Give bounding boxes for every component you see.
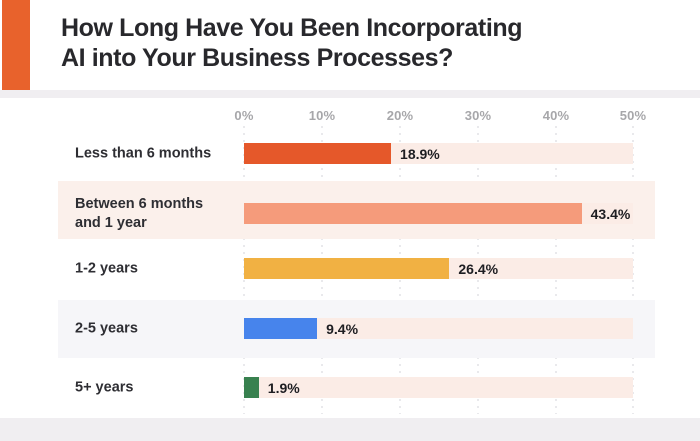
bar xyxy=(244,203,582,224)
header-divider xyxy=(0,90,700,98)
header: How Long Have You Been Incorporating AI … xyxy=(0,0,700,90)
category-label: 5+ years xyxy=(75,379,134,395)
bar xyxy=(244,258,450,279)
category-label: Less than 6 months xyxy=(75,145,212,161)
bar xyxy=(244,318,318,339)
bar-row: 2-5 years 9.4% xyxy=(0,318,700,339)
bar-row: 5+ years 1.9% xyxy=(0,377,700,398)
x-axis-tick-label: 40% xyxy=(542,108,570,123)
x-axis-tick-label: 10% xyxy=(308,108,336,123)
title-line-2: AI into Your Business Processes? xyxy=(61,44,453,72)
bar-row: 1-2 years 26.4% xyxy=(0,258,700,279)
accent-bar xyxy=(2,0,30,90)
bar-value-label: 1.9% xyxy=(267,379,300,396)
bar-track: 1.9% xyxy=(244,377,633,398)
bar-row: Between 6 months and 1 year 43.4% xyxy=(0,196,700,231)
footer-strip xyxy=(0,418,700,441)
bar-track: 26.4% xyxy=(244,258,633,279)
bar-value-label: 43.4% xyxy=(590,205,631,222)
x-axis-tick-label: 30% xyxy=(464,108,492,123)
x-axis-tick-label: 20% xyxy=(386,108,414,123)
category-label: 2-5 years xyxy=(75,320,138,336)
gridline xyxy=(632,126,634,414)
page-title: How Long Have You Been Incorporating AI … xyxy=(61,13,523,73)
bar-value-label: 18.9% xyxy=(400,145,440,162)
category-label: 1-2 years xyxy=(75,260,138,276)
bar-track: 18.9% xyxy=(244,143,633,164)
bar xyxy=(244,377,259,398)
x-axis-tick-label: 50% xyxy=(619,108,647,123)
x-axis-tick-label: 0% xyxy=(234,108,254,123)
bar-track: 43.4% xyxy=(244,203,633,224)
bar-row: Less than 6 months 18.9% xyxy=(0,143,700,164)
title-line-1: How Long Have You Been Incorporating xyxy=(61,14,523,42)
bar-value-label: 9.4% xyxy=(326,320,359,337)
bar-track: 9.4% xyxy=(244,318,633,339)
bar-value-label: 26.4% xyxy=(458,260,499,277)
category-label: Between 6 months and 1 year xyxy=(75,195,204,231)
bar-chart: 0% 10% 20% 30% 40% 50% Less than 6 month… xyxy=(0,98,700,418)
bar xyxy=(244,143,392,164)
